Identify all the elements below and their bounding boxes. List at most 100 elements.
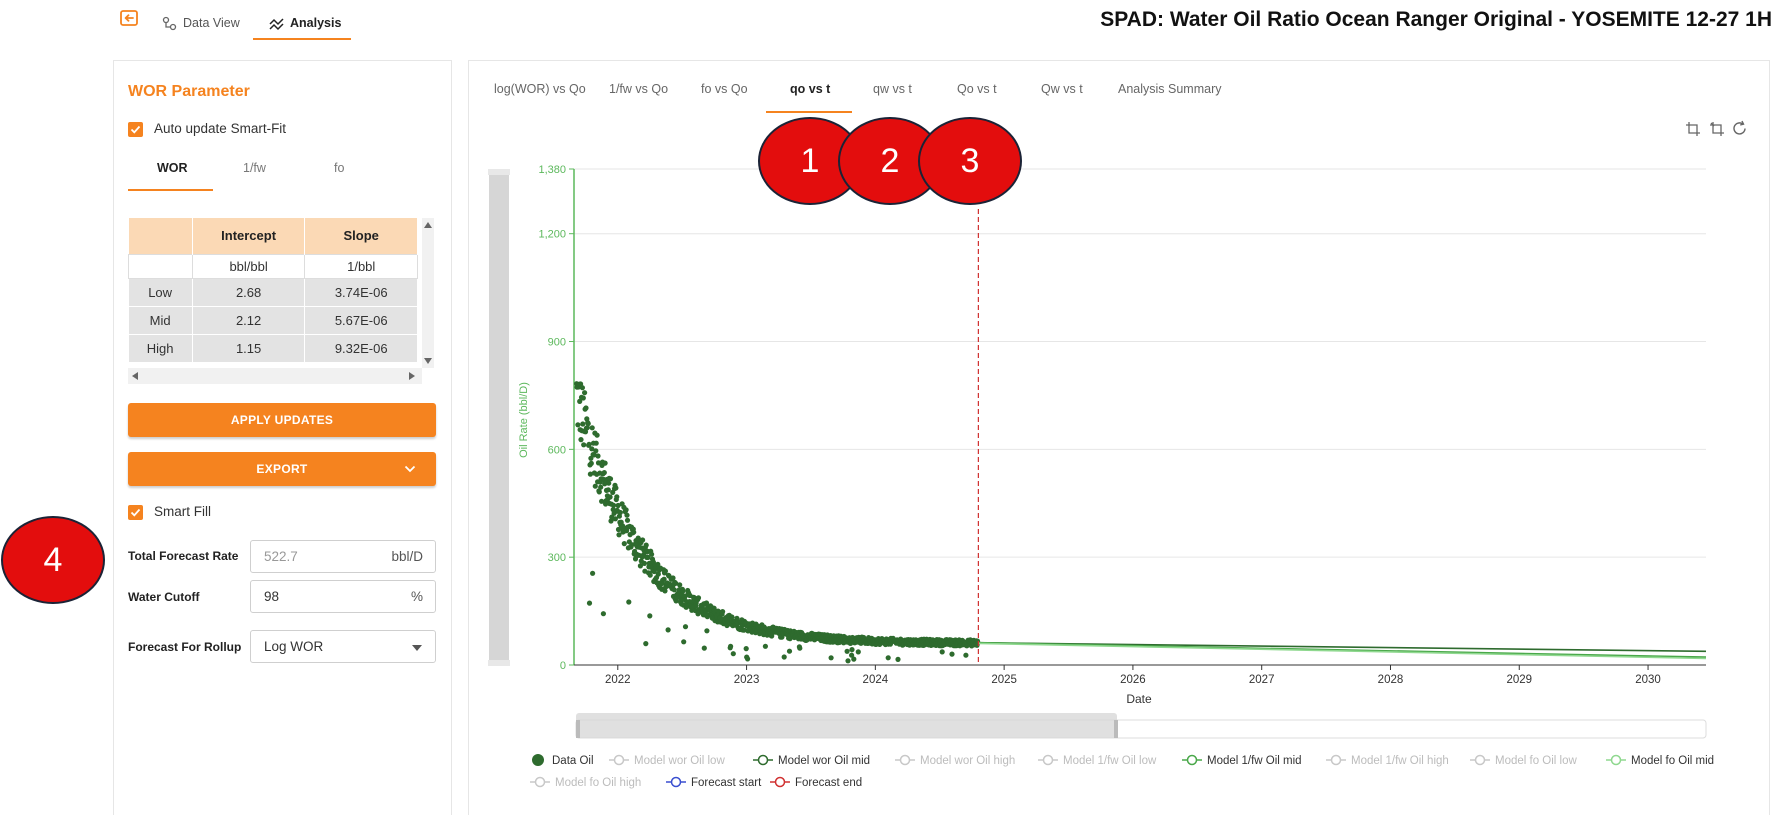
data-point [895,656,901,663]
legend-item[interactable]: Model fo Oil high [530,776,641,789]
data-point [682,624,689,630]
table-header-intercept: Intercept [192,218,306,254]
zoom-reset-icon[interactable] [1709,121,1725,137]
y-zoom-slider[interactable] [489,169,509,666]
data-point [641,560,648,567]
table-horizontal-scrollbar[interactable] [128,368,422,384]
tab-analysis-label: Analysis [290,16,342,30]
legend-item[interactable]: Forecast start [666,776,762,789]
table-cell[interactable]: 3.74E-06 [304,278,418,307]
legend-item[interactable]: Model 1/fw Oil high [1326,754,1449,767]
data-point [602,460,608,466]
data-point [828,655,834,661]
table-cell: High [128,334,193,363]
data-point [631,529,637,535]
data-point [586,441,592,447]
table-units-row: bbl/bbl 1/bbl [128,253,418,279]
scroll-left-icon[interactable] [132,372,138,380]
tab-cum-qw-vs-t[interactable]: Qw vs t [1041,82,1083,96]
data-point [612,516,619,522]
data-point [635,535,641,541]
nav-active-indicator [253,38,351,40]
legend-item[interactable]: Model 1/fw Oil low [1038,754,1157,767]
scroll-down-icon[interactable] [424,358,432,364]
smart-fill-label: Smart Fill [154,504,211,519]
back-to-home-icon[interactable] [120,10,138,26]
callout-4: 4 [1,516,105,604]
table-vertical-scrollbar[interactable] [422,218,434,368]
sub-tab-1fw[interactable]: 1/fw [243,161,266,175]
smart-fill-checkbox[interactable] [128,505,143,520]
x-tick-label: 2030 [1635,674,1661,686]
export-button-label: EXPORT [256,462,308,476]
forecast-rollup-select[interactable]: Log WOR [250,630,436,663]
data-point [851,656,857,662]
scroll-right-icon[interactable] [409,372,415,380]
legend-label: Model fo Oil low [1495,755,1578,767]
x-zoom-handle-right[interactable] [1114,720,1118,738]
data-point [680,588,686,594]
legend-item[interactable]: Model fo Oil mid [1606,754,1714,767]
apply-updates-button[interactable]: APPLY UPDATES [128,403,436,437]
x-zoom-window[interactable] [576,713,1117,738]
data-point [849,647,855,653]
data-point [885,655,891,661]
data-point [647,613,653,619]
water-cutoff-input[interactable]: 98 % [250,580,436,613]
table-row: High 1.15 9.32E-06 [128,334,418,363]
total-forecast-rate-placeholder: 522.7 [264,549,298,564]
y-zoom-slider-handle-top[interactable] [488,169,510,175]
data-point [730,651,736,657]
export-button[interactable]: EXPORT [128,452,436,486]
legend-item[interactable]: Model 1/fw Oil mid [1182,754,1302,767]
table-cell[interactable]: 5.67E-06 [304,306,418,335]
dropdown-caret-icon [412,645,422,651]
legend-item[interactable]: Model fo Oil low [1470,754,1578,767]
data-point [624,517,631,523]
data-point [607,494,613,500]
legend-marker [1610,754,1622,766]
legend-item[interactable]: Model wor Oil low [609,754,725,767]
auto-update-checkbox[interactable] [128,122,143,137]
tab-1fw-vs-qo[interactable]: 1/fw vs Qo [609,82,669,96]
legend-item[interactable]: Forecast end [770,776,862,789]
sub-tab-wor[interactable]: WOR [157,161,188,175]
data-point [682,593,688,599]
x-zoom-handle-left[interactable] [576,720,580,738]
data-point [655,561,661,568]
tab-analysis[interactable]: Analysis [269,8,341,38]
sub-tab-fo[interactable]: fo [334,161,345,175]
total-forecast-rate-label: Total Forecast Rate [128,549,239,563]
forecast-rollup-value: Log WOR [264,639,324,654]
table-cell[interactable]: 2.12 [192,306,306,335]
data-point [592,483,598,489]
tab-log-wor-vs-qo[interactable]: log(WOR) vs Qo [494,82,586,96]
tab-fo-vs-qo[interactable]: fo vs Qo [701,82,748,96]
tab-data-view[interactable]: Data View [162,8,240,38]
data-point [643,542,649,548]
legend-item[interactable]: Model wor Oil high [895,754,1015,767]
data-point [580,421,586,427]
data-point [845,658,851,664]
legend-item[interactable]: Model wor Oil mid [753,754,870,767]
table-cell[interactable]: 2.68 [192,278,306,307]
data-point [844,648,850,654]
data-point [593,440,599,446]
table-cell[interactable]: 9.32E-06 [304,334,418,363]
data-point [720,609,726,615]
legend-label: Forecast start [691,777,762,789]
tab-analysis-summary[interactable]: Analysis Summary [1118,82,1222,96]
legend-item[interactable]: Data Oil [532,754,594,767]
y-zoom-slider-handle-bottom[interactable] [488,660,510,666]
table-row: Mid 2.12 5.67E-06 [128,306,418,335]
data-point [590,570,596,576]
table-cell[interactable]: 1.15 [192,334,306,363]
data-point [583,405,589,411]
scroll-up-icon[interactable] [424,222,432,228]
zoom-select-icon[interactable] [1685,121,1701,137]
tab-cum-qo-vs-t[interactable]: Qo vs t [957,82,997,96]
total-forecast-rate-input[interactable]: 522.7 bbl/D [250,540,436,573]
tab-qo-vs-t[interactable]: qo vs t [790,82,831,96]
tab-qw-vs-t[interactable]: qw vs t [873,82,912,96]
restore-icon[interactable] [1731,120,1748,137]
